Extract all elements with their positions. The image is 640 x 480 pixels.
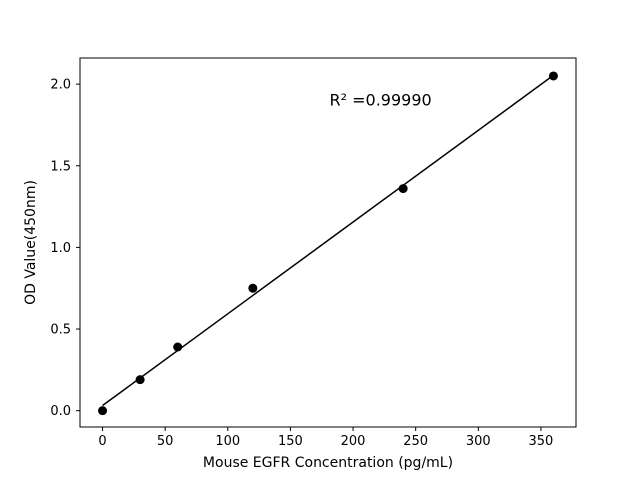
data-point [248, 283, 258, 293]
y-tick-label: 0.0 [50, 404, 71, 419]
y-tick-label: 2.0 [50, 78, 71, 93]
x-tick-label: 200 [341, 434, 366, 449]
x-tick-label: 100 [215, 434, 240, 449]
x-tick-label: 300 [466, 434, 491, 449]
x-axis-label: Mouse EGFR Concentration (pg/mL) [203, 455, 453, 471]
data-point [135, 375, 145, 385]
data-point [548, 71, 558, 81]
data-point [398, 184, 408, 194]
y-tick-label: 0.5 [50, 323, 71, 338]
x-tick-label: 50 [157, 434, 174, 449]
y-axis-label: OD Value(450nm) [23, 180, 39, 305]
x-tick-label: 250 [403, 434, 428, 449]
data-point [173, 342, 183, 352]
x-tick-label: 150 [278, 434, 303, 449]
plot-border [79, 57, 577, 428]
r-squared-annotation: R² =0.99990 [330, 90, 432, 109]
x-tick-label: 350 [529, 434, 554, 449]
y-tick-label: 1.5 [50, 159, 71, 174]
data-point [98, 406, 108, 416]
x-tick-label: 0 [98, 434, 106, 449]
y-tick-label: 1.0 [50, 241, 71, 256]
